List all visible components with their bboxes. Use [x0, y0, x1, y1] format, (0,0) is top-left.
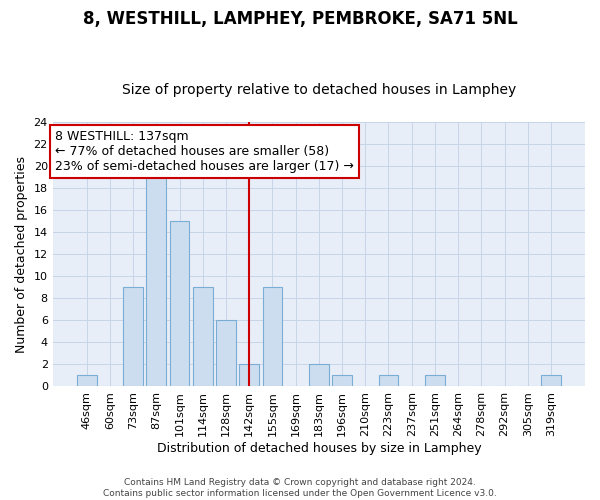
X-axis label: Distribution of detached houses by size in Lamphey: Distribution of detached houses by size … — [157, 442, 481, 455]
Bar — [541, 376, 561, 386]
Bar — [239, 364, 259, 386]
Bar — [123, 287, 143, 386]
Bar — [193, 287, 212, 386]
Bar — [332, 376, 352, 386]
Bar — [309, 364, 329, 386]
Y-axis label: Number of detached properties: Number of detached properties — [15, 156, 28, 352]
Bar — [425, 376, 445, 386]
Title: Size of property relative to detached houses in Lamphey: Size of property relative to detached ho… — [122, 83, 516, 97]
Bar — [379, 376, 398, 386]
Text: Contains HM Land Registry data © Crown copyright and database right 2024.
Contai: Contains HM Land Registry data © Crown c… — [103, 478, 497, 498]
Bar — [77, 376, 97, 386]
Bar — [263, 287, 282, 386]
Text: 8, WESTHILL, LAMPHEY, PEMBROKE, SA71 5NL: 8, WESTHILL, LAMPHEY, PEMBROKE, SA71 5NL — [83, 10, 517, 28]
Bar — [146, 166, 166, 386]
Text: 8 WESTHILL: 137sqm
← 77% of detached houses are smaller (58)
23% of semi-detache: 8 WESTHILL: 137sqm ← 77% of detached hou… — [55, 130, 354, 172]
Bar — [170, 221, 190, 386]
Bar — [216, 320, 236, 386]
